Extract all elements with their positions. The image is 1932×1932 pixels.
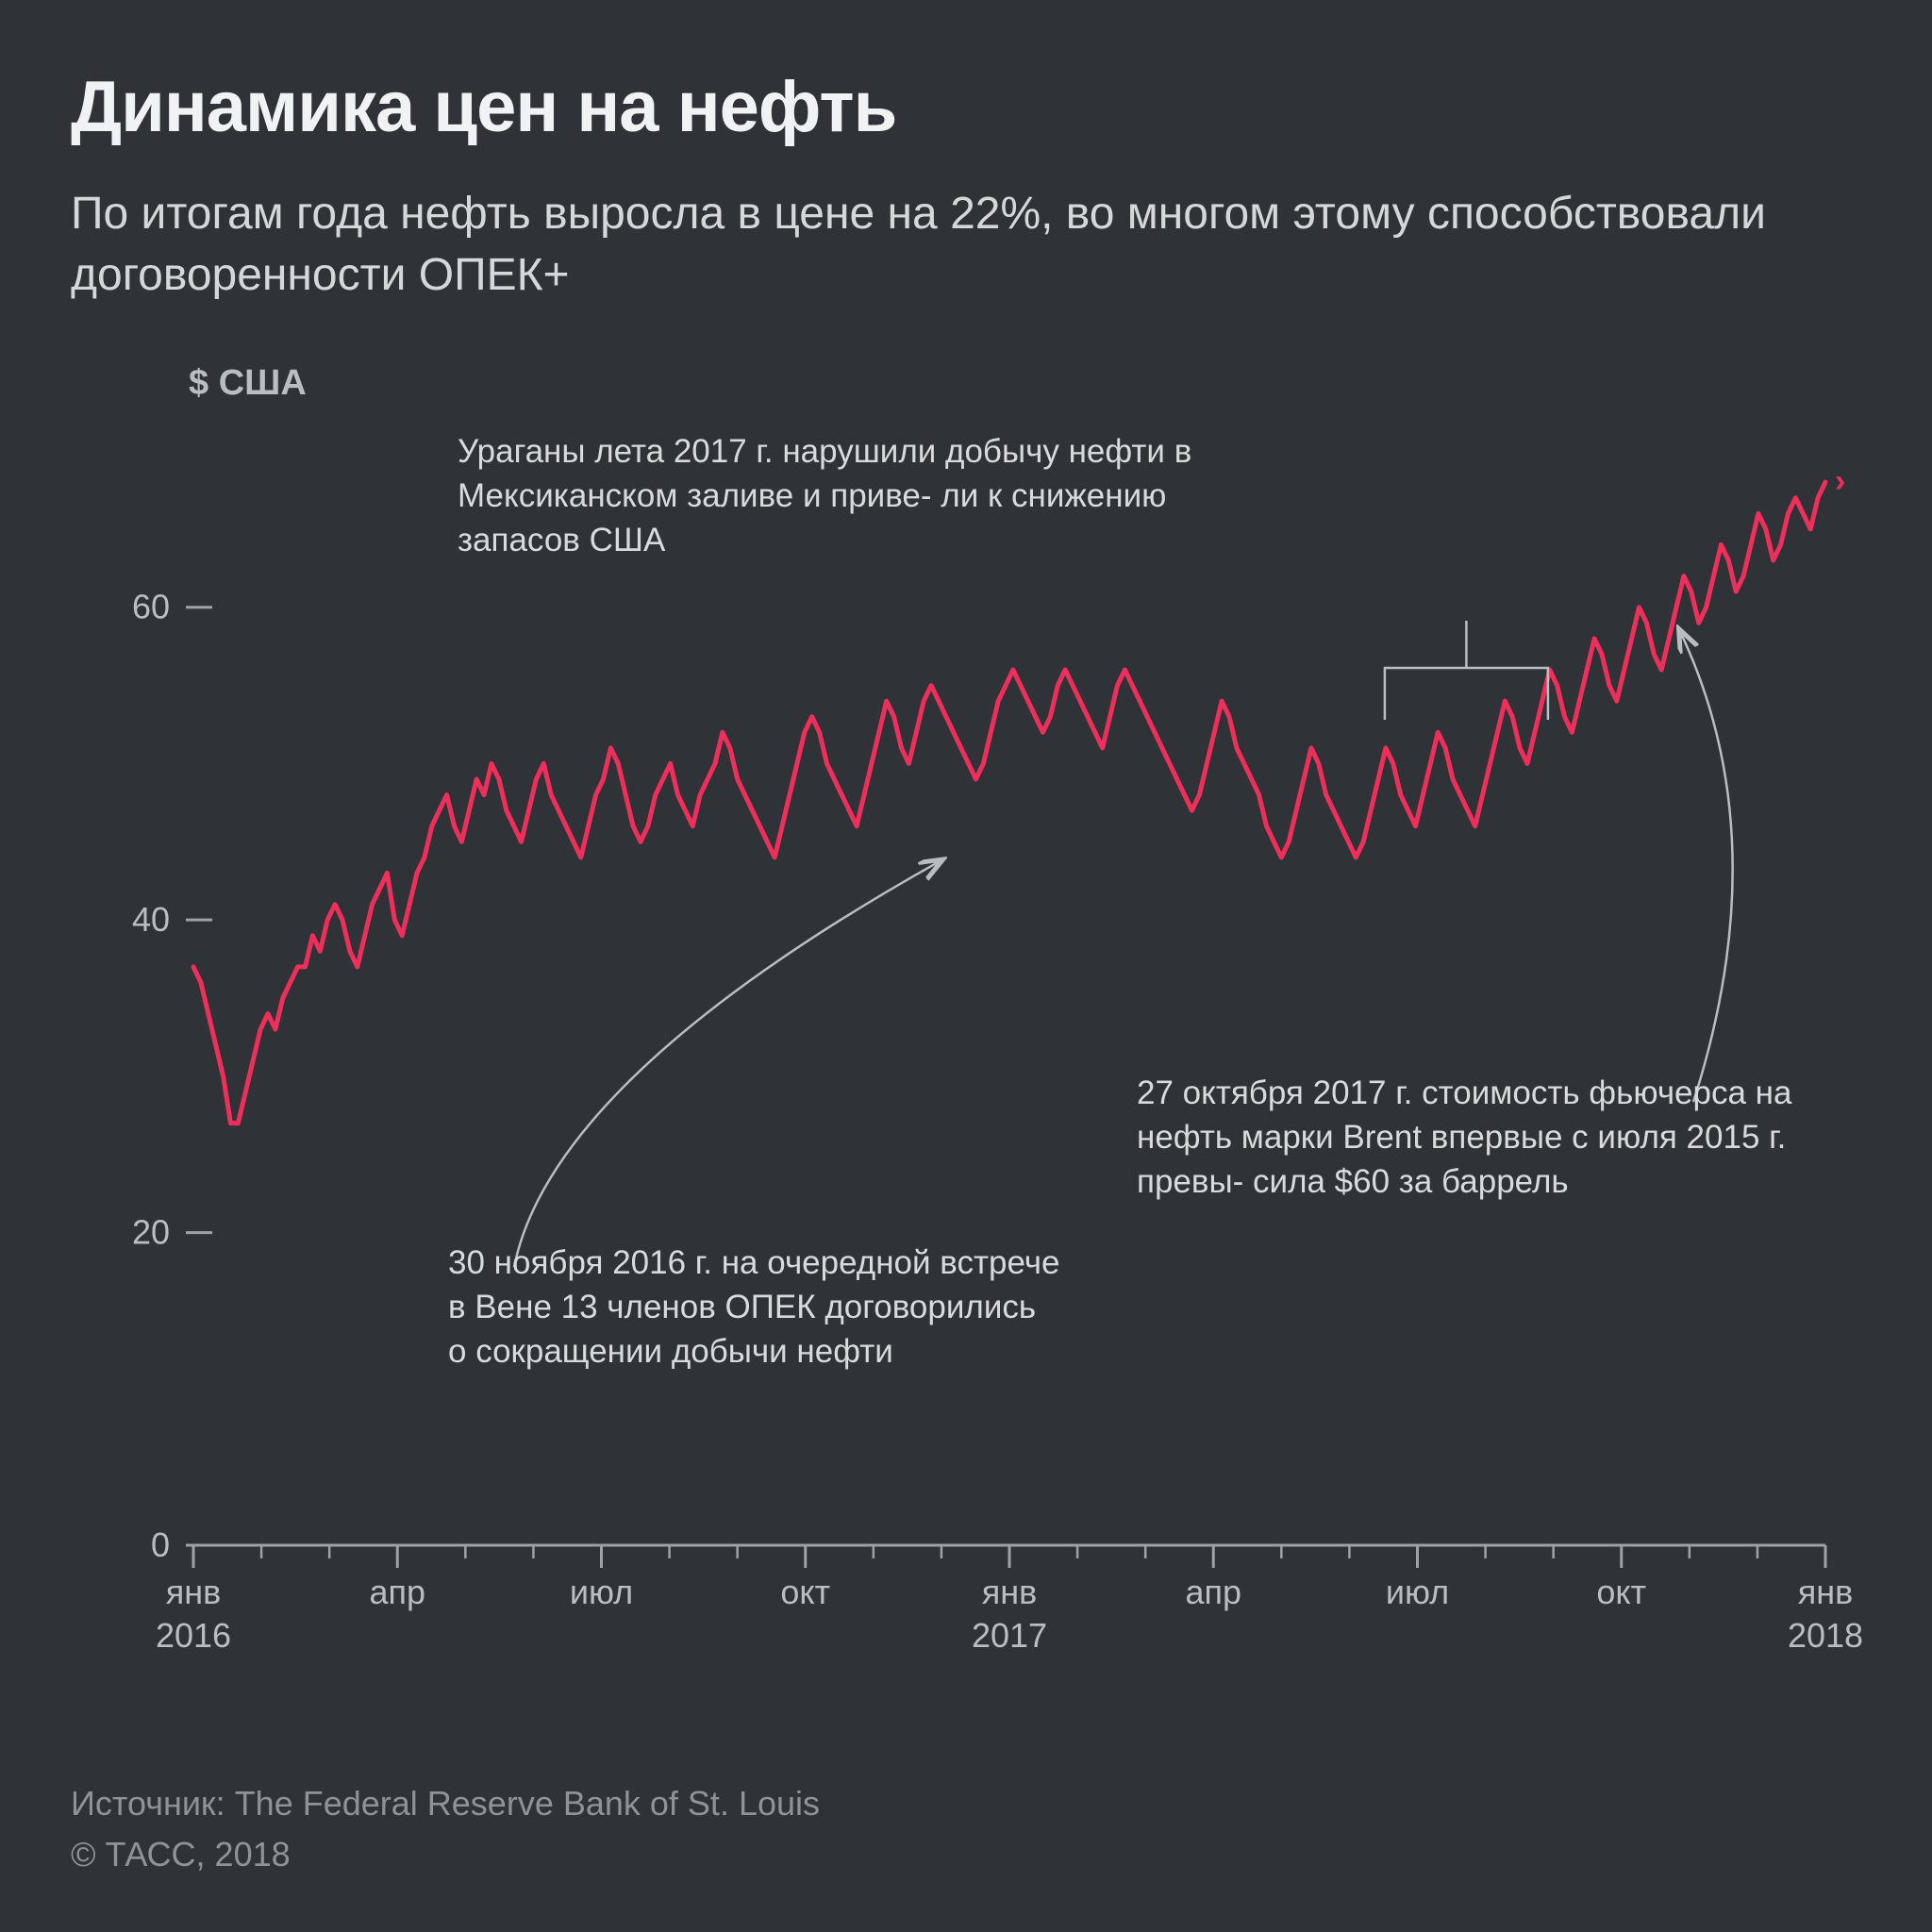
svg-text:2016: 2016: [156, 1616, 231, 1655]
svg-text:окт: окт: [780, 1573, 830, 1611]
svg-text:июл: июл: [1386, 1573, 1449, 1611]
footer-copyright: © ТАСС, 2018: [71, 1829, 820, 1880]
svg-text:40: 40: [132, 900, 170, 939]
annotation-brent60: 27 октября 2017 г. стоимость фьючерса на…: [1137, 1071, 1816, 1205]
svg-text:20: 20: [132, 1212, 170, 1251]
svg-text:›: ›: [1835, 463, 1845, 499]
footer-source: Источник: The Federal Reserve Bank of St…: [71, 1778, 820, 1829]
svg-text:60: 60: [132, 587, 170, 625]
svg-text:янв: янв: [166, 1573, 222, 1611]
chart-subtitle: По итогам года нефть выросла в цене на 2…: [71, 184, 1769, 307]
annotation-opec: 30 ноября 2016 г. на очередной встрече в…: [448, 1241, 1061, 1374]
svg-text:янв: янв: [1798, 1573, 1854, 1611]
svg-text:окт: окт: [1596, 1573, 1646, 1611]
svg-text:апр: апр: [369, 1573, 425, 1611]
chart-footer: Источник: The Federal Reserve Bank of St…: [71, 1778, 820, 1880]
svg-text:2017: 2017: [972, 1616, 1047, 1655]
svg-text:апр: апр: [1185, 1573, 1241, 1611]
svg-text:июл: июл: [570, 1573, 633, 1611]
line-chart: 0 20 40 60 янв 2016 апр июл окт янв 2017 апр июл окт я…: [71, 413, 1863, 1696]
chart-title: Динамика цен на нефть: [71, 66, 1861, 148]
svg-text:янв: янв: [982, 1573, 1038, 1611]
svg-text:0: 0: [151, 1525, 170, 1564]
svg-text:2018: 2018: [1788, 1616, 1863, 1655]
annotation-hurricanes: Ураганы лета 2017 г. нарушили добычу неф…: [458, 429, 1278, 563]
chart-container: $ США 0 20 40 60 янв 2016 апр июл окт янв 2017 апр и…: [71, 363, 1861, 1696]
y-axis-label: $ США: [189, 363, 1861, 404]
